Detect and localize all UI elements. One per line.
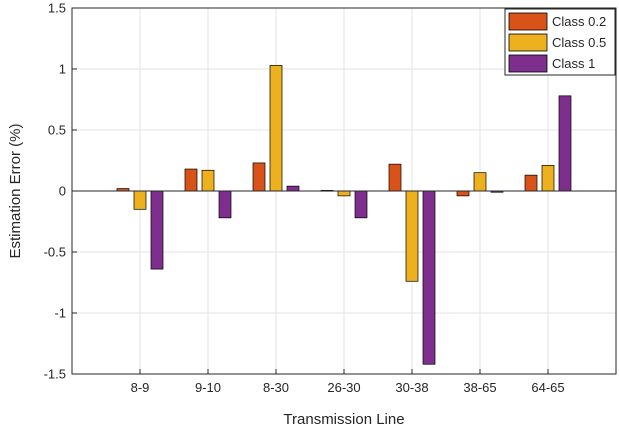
x-tick-label: 8-9 (131, 380, 150, 395)
bar-class-1 (150, 190, 164, 270)
legend-label-class-0-2: Class 0.2 (552, 14, 606, 29)
bar-class-0-2 (524, 174, 538, 192)
y-tick-label: -0.5 (44, 245, 66, 260)
x-tick-label: 38-65 (463, 380, 496, 395)
x-tick-label: 9-10 (195, 380, 221, 395)
y-tick-label: -1.5 (44, 367, 66, 382)
y-tick-label: 1 (59, 62, 66, 77)
x-axis-ticks: 8-9 9-10 8-30 26-30 30-38 38-65 64-65 (131, 369, 565, 395)
legend-swatch-class-0-2 (508, 12, 548, 31)
y-tick-label: 0.5 (48, 123, 66, 138)
bar-class-0-5 (405, 190, 419, 282)
bar-class-0-2 (252, 162, 266, 192)
y-tick-label: 0 (59, 184, 66, 199)
y-tick-label: 1.5 (48, 1, 66, 16)
bar-class-0-5 (201, 169, 215, 192)
legend-swatch-class-0-5 (508, 33, 548, 52)
y-tick-label: -1 (54, 306, 66, 321)
bar-class-1 (286, 185, 300, 192)
legend-label-class-0-5: Class 0.5 (552, 35, 606, 50)
bar-class-1 (218, 190, 232, 219)
x-tick-label: 26-30 (327, 380, 360, 395)
bar-class-0-2 (184, 168, 198, 192)
legend: Class 0.2 Class 0.5 Class 1 (504, 8, 616, 76)
y-axis-ticks: -1.5 -1 -0.5 0 0.5 1 1.5 (44, 1, 77, 382)
bar-class-1 (422, 190, 436, 365)
legend-label-class-1: Class 1 (552, 56, 595, 71)
bar-class-0-5 (269, 64, 283, 192)
x-tick-label: 30-38 (395, 380, 428, 395)
x-tick-label: 64-65 (531, 380, 564, 395)
y-axis-title: Estimation Error (%) (7, 123, 24, 258)
legend-swatch-class-1 (508, 54, 548, 73)
bar-class-0-5 (133, 190, 147, 210)
x-tick-label: 8-30 (263, 380, 289, 395)
bars (116, 64, 572, 365)
bar-class-0-5 (541, 165, 555, 192)
bar-class-0-2 (456, 190, 470, 197)
bar-class-1 (354, 190, 368, 219)
bar-class-0-5 (473, 172, 487, 192)
bar-class-0-5 (337, 190, 351, 197)
bar-class-1 (558, 95, 572, 192)
x-axis-title: Transmission Line (283, 411, 404, 428)
bar-class-0-2 (388, 163, 402, 192)
